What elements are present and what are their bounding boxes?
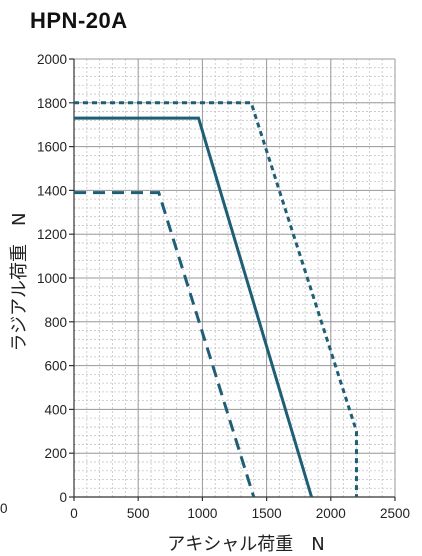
y-tick-label: 1400: [37, 183, 67, 198]
x-tick-label: 2500: [380, 506, 410, 521]
x-axis-label: アキシャル荷重 N: [167, 534, 324, 555]
x-tick-label: 2000: [316, 506, 346, 521]
y-tick-label: 2000: [37, 52, 67, 67]
axes: [69, 58, 396, 501]
y-tick-labels: 0 200 400 600 800 1000 1200 1400 1600 1800 2000: [37, 52, 67, 505]
chart-title: HPN-20A: [30, 8, 128, 33]
y-tick-label: 1600: [37, 140, 67, 155]
y-axis-label: ラジアル荷重 N: [9, 213, 30, 352]
y-tick-label: 600: [44, 359, 67, 374]
y-tick-label: 200: [44, 446, 67, 461]
y-tick-label: 1800: [37, 96, 67, 111]
y-tick-label: 800: [44, 315, 67, 330]
y-tick-label: 1200: [37, 227, 67, 242]
series-line-dashed: [74, 191, 256, 498]
y-tick-label: 1000: [37, 271, 67, 286]
x-tick-label: 1000: [187, 506, 217, 521]
series-line-solid: [74, 116, 313, 498]
series-layer: [74, 101, 358, 498]
grid-major: [73, 58, 396, 498]
x-tick-labels: 0 500 1000 1500 2000 2500: [70, 506, 410, 521]
x-tick-label: 1500: [252, 506, 282, 521]
x-tick-label: 500: [127, 506, 150, 521]
stray-zero-label: 0: [0, 501, 8, 516]
y-tick-label: 400: [44, 402, 67, 417]
x-tick-label: 0: [70, 506, 78, 521]
y-tick-label: 0: [59, 490, 67, 505]
